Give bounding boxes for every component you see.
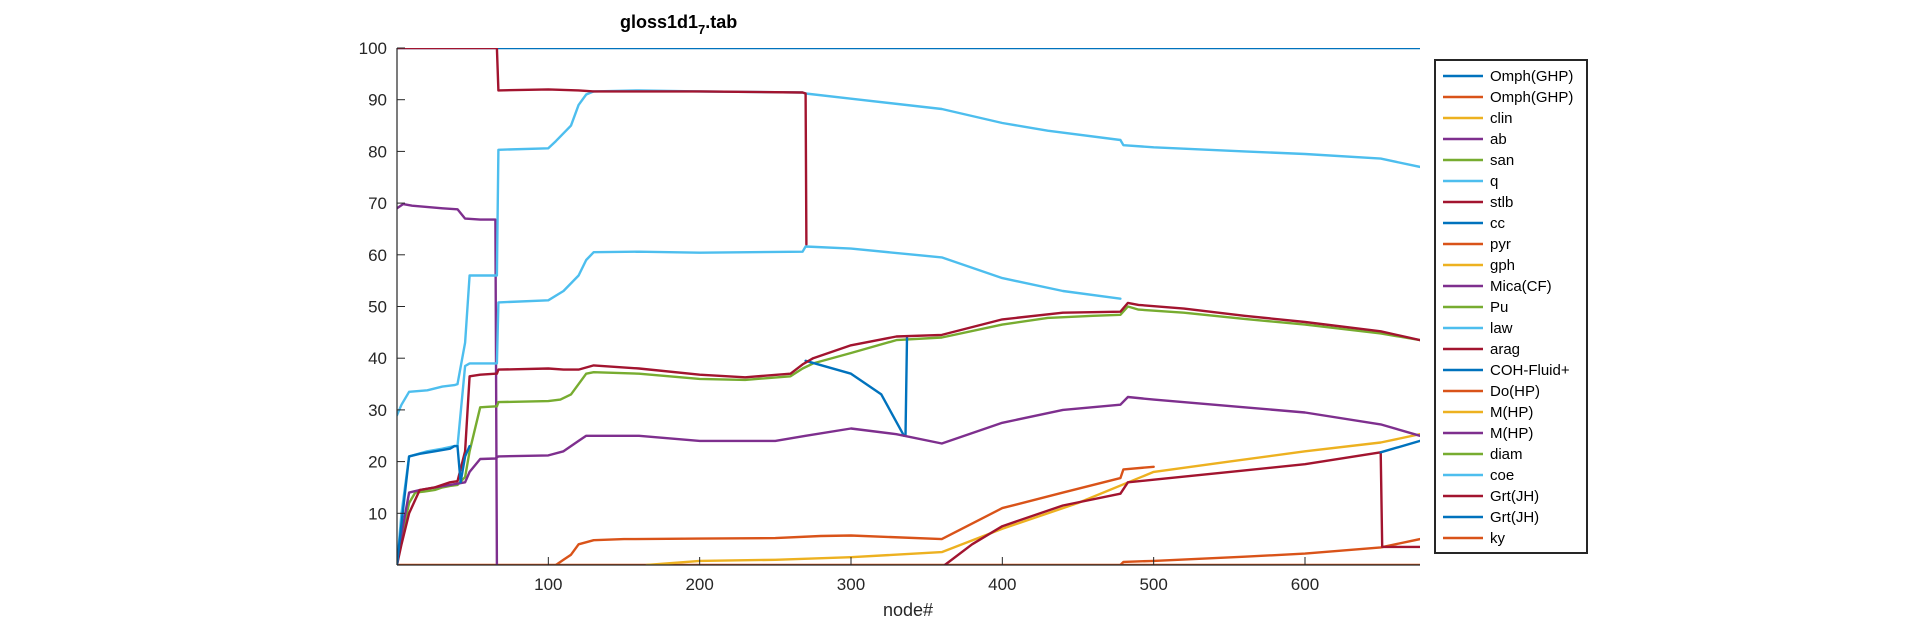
series-line-5 (397, 89, 1420, 417)
legend-entry: law (1490, 320, 1513, 337)
series-line-6 (397, 48, 808, 246)
title-suffix: .tab (705, 12, 737, 32)
y-tick-label: 50 (368, 298, 387, 317)
title-main: gloss1d1 (620, 12, 698, 32)
svg-text:gloss1d17.tab: gloss1d17.tab (620, 12, 737, 37)
y-tick-label: 30 (368, 401, 387, 420)
legend-entry: ab (1490, 131, 1507, 148)
series-line-13 (397, 301, 1420, 565)
legend-entry: ky (1490, 530, 1506, 547)
legend-entry: M(HP) (1490, 404, 1533, 421)
x-tick-label: 200 (685, 575, 713, 594)
legend-entry: Grt(JH) (1490, 488, 1539, 505)
y-tick-label: 60 (368, 246, 387, 265)
y-tick-label: 70 (368, 194, 387, 213)
series-line-21 (1379, 439, 1420, 454)
legend-entry: stlb (1490, 194, 1513, 211)
legend: Omph(GHP) Omph(GHP) clin ab san q stlb cc pyr gph… (1434, 59, 1588, 554)
legend-entry: cc (1490, 215, 1506, 232)
y-tick-label: 100 (359, 39, 387, 58)
x-tick-label: 400 (988, 575, 1016, 594)
legend-entry: coe (1490, 467, 1514, 484)
y-tick-label: 20 (368, 453, 387, 472)
axes-layer: 100 200 300 400 500 600 10 20 30 40 50 60 70 80 90 100 (359, 39, 1420, 594)
legend-entry: M(HP) (1490, 425, 1533, 442)
x-tick-label: 300 (837, 575, 865, 594)
x-axis-title: node# (883, 600, 933, 620)
legend-entry: san (1490, 152, 1514, 169)
legend-entry: Pu (1490, 299, 1508, 316)
chart-title: gloss1d17.tab (620, 12, 737, 37)
series-line-3 (397, 202, 499, 565)
legend-entry: gph (1490, 257, 1515, 274)
series-line-15 (1119, 537, 1420, 565)
series-line-20 (943, 451, 1420, 565)
series-line-7 (804, 336, 909, 437)
legend-entry: q (1490, 173, 1498, 190)
title-subscript: 7 (698, 22, 705, 37)
legend-entry: Omph(GHP) (1490, 68, 1573, 85)
series-line-10 (397, 395, 1420, 565)
series-line-2 (645, 433, 1420, 565)
legend-entry: arag (1490, 341, 1520, 358)
legend-entry: Do(HP) (1490, 383, 1540, 400)
legend-entry: Grt(JH) (1490, 509, 1539, 526)
y-tick-label: 80 (368, 142, 387, 161)
x-tick-label: 500 (1139, 575, 1167, 594)
series-layer (397, 48, 1420, 565)
legend-entry: Omph(GHP) (1490, 89, 1573, 106)
x-tick-label: 600 (1291, 575, 1319, 594)
y-tick-label: 40 (368, 349, 387, 368)
series-line-4 (397, 305, 1420, 565)
series-line-14 (397, 444, 471, 565)
y-tick-label: 10 (368, 504, 387, 523)
legend-entry: diam (1490, 446, 1523, 463)
legend-entry: COH-Fluid+ (1490, 362, 1570, 379)
legend-entry: pyr (1490, 236, 1511, 253)
series-line-12 (397, 245, 1122, 565)
x-tick-label: 100 (534, 575, 562, 594)
legend-entry: Mica(CF) (1490, 278, 1552, 295)
legend-entry: clin (1490, 110, 1513, 127)
y-tick-label: 90 (368, 91, 387, 110)
series-line-8 (554, 465, 1155, 565)
